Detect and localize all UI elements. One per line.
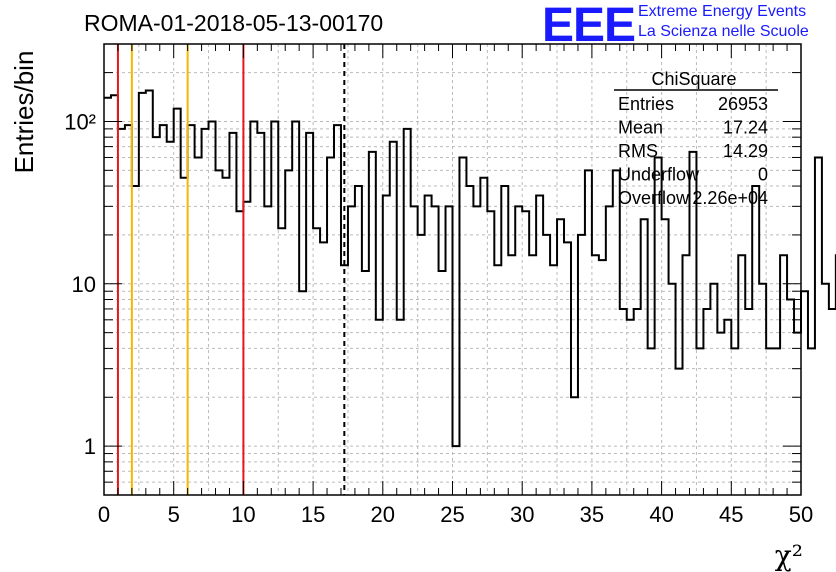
y-axis-label: Entries/bin xyxy=(9,51,39,174)
chart-title: ROMA-01-2018-05-13-00170 xyxy=(84,10,384,36)
stats-value: 26953 xyxy=(718,94,768,114)
x-tick-label: 40 xyxy=(649,502,673,527)
y-tick-label: 10 xyxy=(72,272,96,297)
stats-value: 17.24 xyxy=(723,118,768,138)
x-tick-label: 50 xyxy=(789,502,813,527)
x-tick-label: 45 xyxy=(719,502,743,527)
x-tick-label: 25 xyxy=(440,502,464,527)
stats-value: 0 xyxy=(758,165,768,185)
logo-line-2: La Scienza nelle Scuole xyxy=(638,23,809,40)
stats-title: ChiSquare xyxy=(651,69,736,89)
stats-label: RMS xyxy=(618,141,658,161)
y-tick-label: 10² xyxy=(64,109,96,134)
logo-line-1: Extreme Energy Events xyxy=(638,3,807,20)
y-tick-label: 1 xyxy=(84,434,96,459)
stats-label: Entries xyxy=(618,94,674,114)
x-tick-label: 5 xyxy=(168,502,180,527)
x-tick-label: 35 xyxy=(580,502,604,527)
x-tick-label: 20 xyxy=(371,502,395,527)
stats-value: 14.29 xyxy=(723,141,768,161)
stats-label: Overflow xyxy=(618,188,690,208)
stats-label: Underflow xyxy=(618,165,700,185)
x-tick-label: 15 xyxy=(301,502,325,527)
histogram-series xyxy=(104,89,836,448)
x-tick-label: 0 xyxy=(98,502,110,527)
x-tick-label: 30 xyxy=(510,502,534,527)
stats-box xyxy=(610,68,780,208)
stats-value: 2.26e+04 xyxy=(692,188,768,208)
x-tick-label: 10 xyxy=(231,502,255,527)
stats-label: Mean xyxy=(618,118,663,138)
x-axis-label: χ² xyxy=(775,539,803,572)
